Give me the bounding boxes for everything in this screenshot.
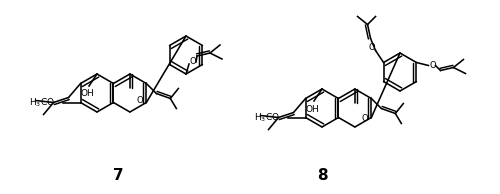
Text: O: O xyxy=(362,114,368,123)
Text: OH: OH xyxy=(305,105,319,113)
Text: OH: OH xyxy=(80,89,94,99)
Text: O: O xyxy=(368,43,375,52)
Text: O: O xyxy=(190,56,196,66)
Text: $\mathregular{H_3CO}$: $\mathregular{H_3CO}$ xyxy=(254,111,280,124)
Text: 8: 8 xyxy=(316,167,328,183)
Text: $\mathregular{H_3CO}$: $\mathregular{H_3CO}$ xyxy=(28,96,54,109)
Text: O: O xyxy=(429,61,436,70)
Text: 7: 7 xyxy=(112,167,124,183)
Text: O: O xyxy=(137,96,143,105)
